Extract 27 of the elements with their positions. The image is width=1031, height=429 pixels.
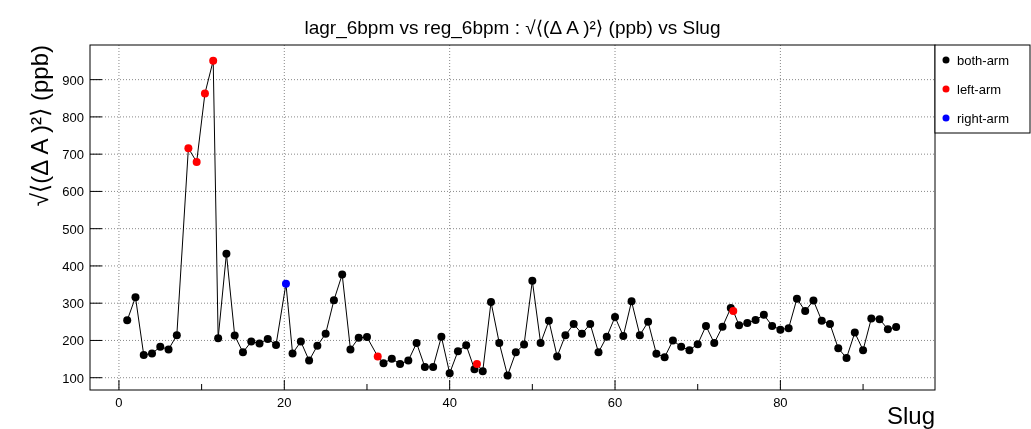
x-tick-label: 80 [773, 395, 788, 410]
legend-label: left-arm [957, 82, 1002, 97]
point [184, 144, 193, 153]
point [281, 279, 290, 288]
point [472, 359, 481, 368]
x-tick-label: 20 [277, 395, 292, 410]
legend-label: right-arm [957, 111, 1010, 126]
x-axis-title: Slug [886, 402, 935, 429]
y-tick-label: 500 [62, 221, 84, 237]
y-tick-label: 900 [62, 72, 84, 88]
point [373, 352, 382, 361]
point [192, 157, 201, 166]
x-tick-label: 40 [442, 395, 457, 410]
y-tick-label: 800 [62, 109, 84, 125]
point [200, 89, 209, 98]
y-tick-label: 400 [62, 258, 84, 274]
y-tick-label: 600 [62, 184, 84, 200]
y-tick-label: 300 [62, 296, 84, 312]
y-axis-title: √⟨(Δ A )²⟩ (ppb) [26, 45, 53, 207]
x-tick-label: 60 [607, 395, 623, 410]
point [209, 56, 218, 65]
y-tick-label: 700 [62, 147, 84, 163]
legend-label: both-arm [957, 53, 1010, 68]
x-tick-label: 0 [115, 395, 123, 410]
y-tick-label: 200 [62, 333, 84, 349]
y-tick-label: 100 [62, 370, 84, 386]
chart-title: lagr_6bpm vs reg_6bpm : √⟨(Δ A )²⟩ (ppb) vs Slug [304, 17, 721, 39]
